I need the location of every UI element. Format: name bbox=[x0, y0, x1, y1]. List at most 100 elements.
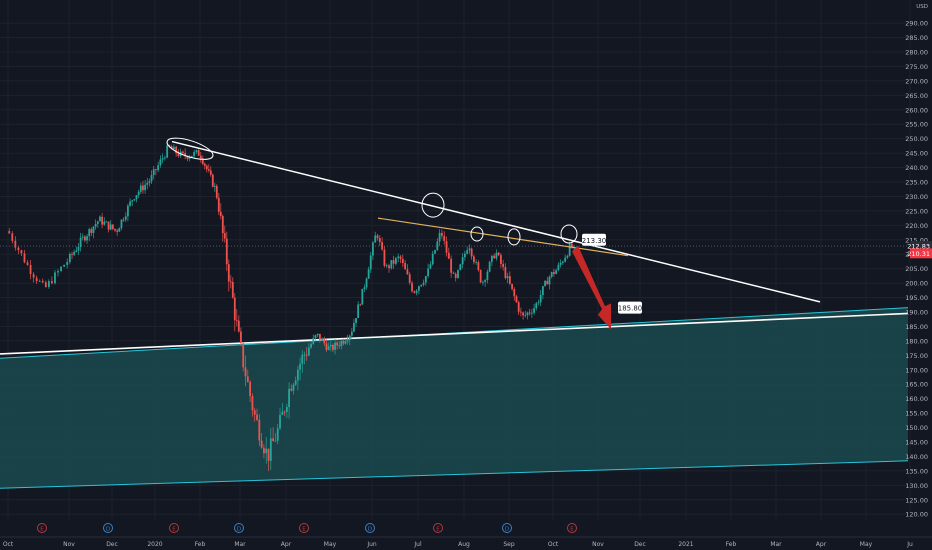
dividend-marker[interactable]: D bbox=[234, 523, 244, 533]
time-axis[interactable]: Oct Nov Dec 2020 Feb Mar Apr May Jun Jul Aug Sep Oct… bbox=[0, 536, 932, 548]
candle-body bbox=[454, 273, 457, 278]
candle-body bbox=[199, 155, 202, 159]
y-tick-label: 205.00 bbox=[905, 265, 928, 273]
x-tick-label: Oct bbox=[3, 541, 14, 548]
candle-body bbox=[155, 169, 157, 171]
candle-body bbox=[443, 235, 446, 242]
candle-body bbox=[111, 224, 114, 229]
candle-body bbox=[229, 281, 232, 283]
candle-body bbox=[459, 264, 462, 271]
earnings-marker[interactable]: E bbox=[567, 523, 577, 533]
candle-body bbox=[399, 256, 402, 259]
candle-body bbox=[105, 221, 108, 223]
touch-circle bbox=[507, 228, 521, 246]
candlestick-series bbox=[8, 142, 576, 472]
candle-body bbox=[340, 340, 343, 347]
candle-body bbox=[20, 250, 23, 254]
y-tick-label: 220.00 bbox=[905, 222, 928, 230]
candle-body bbox=[129, 201, 131, 206]
candle-body bbox=[26, 262, 29, 265]
candle-body bbox=[152, 169, 155, 176]
candle-body bbox=[571, 243, 573, 248]
price-callout: 185.80 bbox=[618, 301, 642, 314]
touch-circle bbox=[470, 226, 484, 242]
earnings-marker[interactable]: E bbox=[433, 523, 443, 533]
y-tick-label: 120.00 bbox=[905, 511, 928, 519]
touch-circle bbox=[560, 224, 578, 244]
dividend-marker[interactable]: D bbox=[103, 523, 113, 533]
x-tick-label: 2021 bbox=[678, 541, 693, 548]
candle-body bbox=[401, 258, 404, 264]
marker-circle bbox=[169, 523, 179, 533]
marker-circle bbox=[433, 523, 443, 533]
candle-body bbox=[497, 252, 500, 256]
price-axis[interactable]: 120.00 125.00 130.00 135.00 140.00 145.00 150.… bbox=[0, 4, 932, 519]
candle-body bbox=[303, 354, 306, 356]
candle-body bbox=[88, 229, 91, 237]
candle-body bbox=[139, 185, 142, 192]
y-tick-label: 265.00 bbox=[905, 92, 928, 100]
candle-body bbox=[225, 238, 228, 265]
candle-body bbox=[473, 256, 475, 263]
candle-body bbox=[367, 269, 370, 279]
candle-body bbox=[559, 262, 562, 265]
candle-body bbox=[292, 384, 295, 391]
candle-body bbox=[537, 302, 540, 304]
y-tick-label: 150.00 bbox=[905, 424, 928, 432]
candle-body bbox=[336, 342, 339, 346]
candle-body bbox=[79, 237, 82, 247]
candle-body bbox=[223, 233, 226, 239]
candle-body bbox=[519, 311, 522, 313]
candle-body bbox=[479, 270, 482, 283]
candle-body bbox=[122, 219, 125, 221]
x-tick-label: Mar bbox=[770, 541, 782, 548]
x-tick-label: Jun bbox=[366, 541, 377, 548]
candle-body bbox=[137, 191, 140, 196]
candle-body bbox=[305, 354, 308, 356]
x-tick-label: Aug bbox=[458, 541, 470, 548]
candle-body bbox=[161, 158, 164, 160]
top-circle bbox=[166, 137, 214, 160]
candle-body bbox=[195, 150, 198, 152]
candle-body bbox=[240, 331, 242, 344]
candle-body bbox=[500, 255, 502, 264]
candle-body bbox=[131, 200, 134, 202]
candle-body bbox=[359, 304, 362, 306]
candle-body bbox=[274, 440, 277, 442]
earnings-marker[interactable]: E bbox=[169, 523, 179, 533]
support-trendline bbox=[0, 312, 909, 355]
candle-body bbox=[329, 344, 332, 347]
candle-body bbox=[395, 257, 397, 264]
candle-body bbox=[146, 182, 149, 185]
candle-body bbox=[450, 258, 453, 273]
candle-body bbox=[466, 250, 469, 254]
candle-body bbox=[415, 290, 418, 293]
candle-body bbox=[553, 272, 555, 274]
candle-body bbox=[120, 219, 123, 229]
candle-body bbox=[420, 284, 423, 287]
candle-body bbox=[54, 272, 56, 284]
candle-body bbox=[197, 150, 200, 156]
candle-body bbox=[157, 165, 160, 171]
earnings-marker[interactable]: E bbox=[299, 523, 309, 533]
candle-body bbox=[413, 291, 416, 293]
dividend-marker[interactable]: D bbox=[502, 523, 512, 533]
earnings-marker[interactable]: E bbox=[37, 523, 47, 533]
candle-body bbox=[404, 263, 407, 270]
candle-body bbox=[29, 264, 32, 275]
y-tick-label: 155.00 bbox=[905, 410, 928, 418]
candle-body bbox=[365, 278, 368, 288]
candle-body bbox=[566, 255, 569, 258]
candle-body bbox=[211, 174, 214, 187]
candle-body bbox=[457, 270, 459, 278]
candle-body bbox=[385, 265, 388, 267]
candle-body bbox=[418, 286, 420, 291]
candle-body bbox=[281, 411, 284, 416]
candle-body bbox=[51, 281, 53, 284]
candle-body bbox=[242, 343, 245, 368]
candle-body bbox=[484, 279, 487, 282]
marker-circle bbox=[365, 523, 375, 533]
dividend-marker[interactable]: D bbox=[365, 523, 375, 533]
flag-top-line bbox=[377, 217, 629, 257]
